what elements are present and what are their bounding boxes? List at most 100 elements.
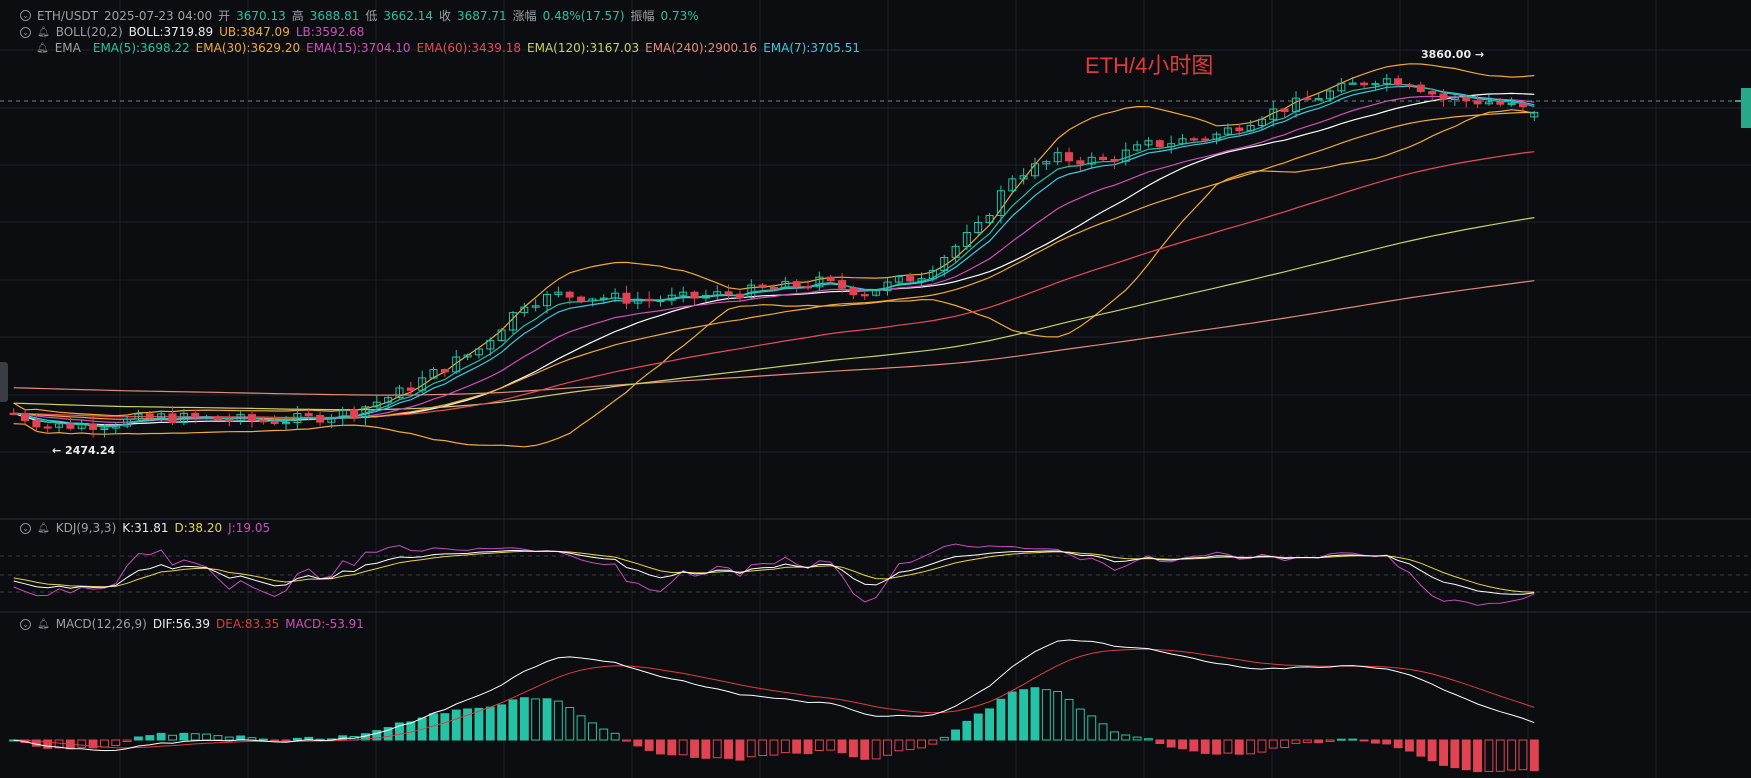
macd-bar-up [497, 704, 507, 741]
candle-down [1155, 140, 1164, 148]
candle-down [804, 286, 812, 289]
candle-up [123, 418, 132, 427]
bell-icon[interactable]: 🔔︎ [36, 42, 49, 54]
candle-down [1405, 84, 1414, 87]
candle-down [622, 292, 631, 304]
macd-bar-down [1529, 739, 1539, 772]
price-scale-handle[interactable] [1741, 88, 1751, 128]
candle-up [1144, 140, 1153, 146]
boll-ub: UB:3847.09 [219, 25, 290, 39]
candle-down [1473, 100, 1482, 105]
macd-bar-up [973, 713, 983, 741]
macd-bar-up [292, 737, 302, 741]
ema-header: 🔔︎ EMA EMA(5):3698.22 EMA(30):3629.20 EM… [36, 41, 860, 55]
collapse-icon[interactable]: ⌄ [20, 618, 31, 630]
amplitude-value: 0.73% [660, 8, 699, 23]
macd-dea: DEA:83.35 [216, 617, 280, 631]
macd-bar-down [814, 739, 824, 751]
candle-down [168, 413, 177, 423]
macd-bar-up [962, 720, 972, 741]
macd-bar-up [395, 722, 404, 741]
candle-up [679, 291, 688, 296]
macd-bar-down [1359, 739, 1369, 742]
candle-up [1314, 98, 1323, 101]
candle-down [1280, 108, 1289, 112]
candle-up [917, 278, 926, 282]
candle-up [77, 423, 86, 429]
candle-up [633, 298, 642, 304]
macd-bar-up [1144, 738, 1153, 741]
candle-down [1099, 156, 1108, 161]
candle-down [66, 423, 75, 429]
macd-bar-down [622, 739, 631, 742]
macd-bar-up [224, 736, 234, 741]
candle-up [667, 294, 676, 301]
macd-bar-up [951, 729, 960, 741]
macd-bar-down [724, 739, 733, 759]
bell-icon[interactable]: 🔔︎ [37, 618, 50, 630]
candle-up [1167, 143, 1176, 148]
macd-bar-down [1325, 739, 1335, 742]
collapse-icon[interactable]: ⌄ [20, 26, 31, 38]
candle-up [996, 190, 1005, 217]
candle-down [350, 409, 359, 418]
macd-bar-down [1518, 739, 1528, 771]
bell-icon[interactable]: 🔔︎ [37, 522, 50, 534]
candle-down [9, 412, 18, 415]
macd-bar-down [780, 739, 790, 754]
bell-icon[interactable]: 🔔︎ [37, 26, 50, 38]
ema60-value: EMA(60):3439.18 [416, 41, 522, 55]
candle-up [611, 292, 620, 299]
candle-down [270, 421, 279, 425]
candle-up [1053, 152, 1062, 163]
macd-bar-down [746, 739, 756, 758]
macd-bar-up [145, 735, 155, 741]
macd-bar-down [701, 739, 711, 759]
collapse-icon[interactable]: ⌄ [20, 522, 31, 534]
candle-up [940, 257, 949, 271]
candle-down [43, 426, 52, 429]
macd-dif-line [13, 639, 1535, 752]
macd-bar-up [134, 736, 143, 741]
candle-down [1065, 152, 1073, 162]
macd-bar-down [883, 739, 892, 756]
close-value: 3687.71 [457, 8, 507, 23]
macd-bar-down [1268, 739, 1278, 749]
macd-bar-up [565, 707, 575, 741]
kdj-j-line [13, 543, 1535, 606]
macd-bar-up [553, 700, 563, 741]
candle-down [792, 281, 801, 288]
macd-bar-down [1473, 739, 1482, 773]
ema120-value: EMA(120):3167.03 [527, 41, 640, 55]
candle-up [1087, 156, 1096, 165]
macd-bar-up [588, 722, 597, 741]
macd-bar-up [576, 715, 586, 741]
candle-down [770, 287, 778, 290]
candle-up [985, 215, 994, 223]
macd-bar-up [168, 734, 178, 741]
candle-down [838, 280, 847, 289]
macd-bar-down [1280, 739, 1290, 748]
candle-up [157, 413, 166, 419]
ema15-value: EMA(15):3704.10 [306, 41, 411, 55]
ema-lines [13, 83, 1535, 428]
boll-lb: LB:3592.68 [295, 25, 365, 39]
candle-up [1121, 149, 1130, 162]
macd-bar-down [769, 739, 779, 756]
left-drag-handle[interactable] [0, 362, 8, 402]
collapse-icon[interactable]: ⌄ [20, 10, 31, 21]
macd-bar-down [849, 739, 858, 758]
macd-header: ⌄ 🔔︎ MACD(12,26,9) DIF:56.39 DEA:83.35 M… [20, 617, 370, 631]
candle-down [21, 412, 29, 422]
macd-bar-down [1166, 739, 1176, 748]
candle-up [1348, 82, 1357, 85]
macd-bar-down [1393, 739, 1403, 749]
candle-up [588, 298, 597, 302]
candle-up [509, 312, 517, 331]
macd-bar-down [690, 739, 699, 758]
macd-bar-up [1053, 691, 1063, 741]
macd-bar-down [633, 739, 643, 747]
candle-down [1428, 91, 1437, 95]
